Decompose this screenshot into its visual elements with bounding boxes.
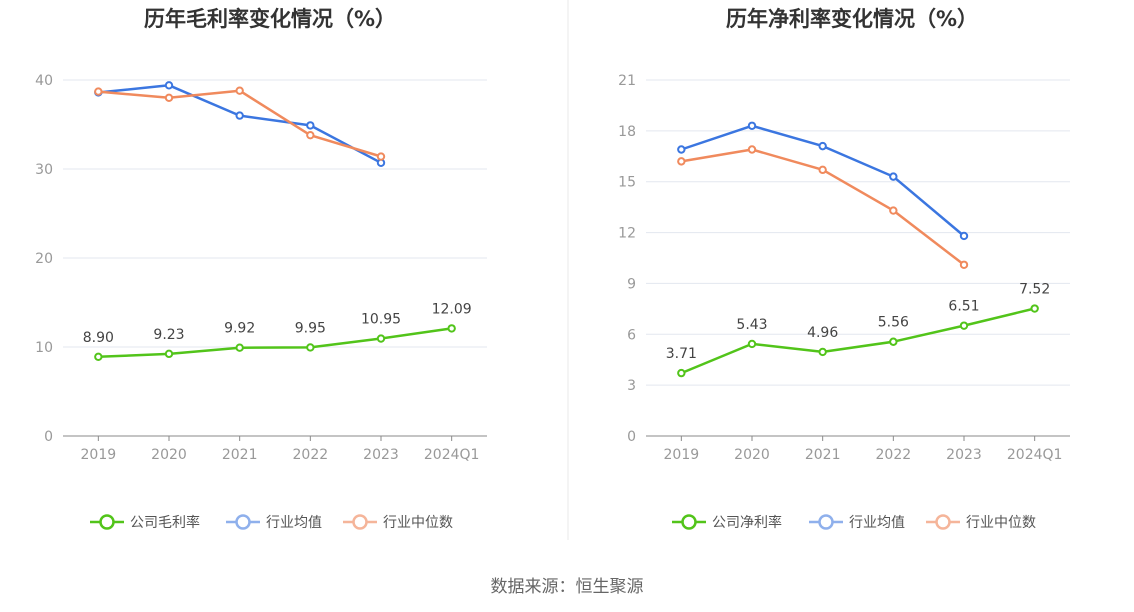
data-point-avg: [677, 145, 686, 154]
source-note: 数据来源：恒生聚源: [491, 577, 644, 597]
net-margin-chart: 历年净利率变化情况（%） 0 3 6 9 12 15 18 21 2019 2020 2021 2022…: [618, 7, 1070, 531]
y-tick-label: 9: [627, 276, 636, 292]
data-point-company: [889, 337, 898, 346]
y-tick-label: 20: [35, 251, 53, 267]
legend-label: 公司毛利率: [130, 514, 200, 531]
x-tick-label: 2023: [363, 447, 399, 463]
y-tick-label: 21: [618, 73, 636, 89]
data-point-avg: [889, 172, 898, 181]
chart-title: 历年净利率变化情况（%）: [726, 7, 978, 31]
y-tick-label: 6: [627, 327, 636, 343]
x-tick-label: 2024Q1: [424, 447, 480, 463]
data-point-median: [235, 86, 244, 95]
data-label: 12.09: [432, 301, 472, 317]
legend-marker: [818, 514, 834, 530]
chart-title: 历年毛利率变化情况（%）: [144, 7, 396, 31]
legend-item-company: 公司净利率: [672, 514, 782, 531]
data-point-company: [94, 352, 103, 361]
y-tick-label: 0: [627, 429, 636, 445]
data-point-median: [376, 152, 386, 161]
data-label: 7.52: [1019, 282, 1050, 298]
legend-item-avg: 行业均值: [226, 514, 322, 531]
x-tick-label: 2019: [664, 447, 700, 463]
x-tick-label: 2019: [81, 447, 117, 463]
x-tick-label: 2022: [876, 447, 912, 463]
x-tick-label: 2024Q1: [1007, 447, 1063, 463]
legend-label: 行业均值: [849, 515, 905, 531]
legend-item-company: 公司毛利率: [90, 514, 200, 531]
data-point-avg: [235, 111, 244, 120]
x-tick-label: 2022: [293, 447, 329, 463]
data-point-company: [1030, 304, 1039, 313]
x-tick-label: 2021: [805, 447, 841, 463]
data-label: 8.90: [83, 330, 114, 346]
data-point-median: [677, 157, 686, 166]
data-point-avg: [959, 231, 969, 241]
data-label: 5.56: [878, 315, 909, 331]
data-point-company: [376, 334, 386, 343]
data-label: 9.95: [295, 320, 326, 336]
data-label: 9.23: [153, 327, 184, 343]
series-line-avg: [98, 84, 382, 164]
y-tick-label: 40: [35, 73, 53, 89]
data-point-median: [889, 206, 898, 215]
legend-label: 行业中位数: [966, 515, 1036, 531]
y-tick-label: 30: [35, 162, 53, 178]
x-tick-label: 2020: [151, 447, 187, 463]
y-tick-label: 0: [44, 429, 53, 445]
data-point-avg: [818, 141, 827, 151]
y-tick-label: 18: [618, 124, 636, 140]
series-line-company: [680, 307, 1035, 375]
legend-marker: [99, 514, 115, 530]
data-label: 4.96: [807, 325, 838, 341]
legend-marker: [352, 514, 368, 530]
data-point-median: [306, 130, 315, 140]
x-tick-label: 2023: [946, 447, 982, 463]
data-point-median: [818, 165, 827, 175]
data-label: 6.51: [948, 299, 979, 315]
legend-marker: [235, 514, 251, 530]
data-point-median: [164, 93, 174, 103]
data-point-median: [959, 260, 969, 269]
data-point-company: [747, 339, 757, 349]
legend-label: 行业均值: [266, 515, 322, 531]
y-tick-label: 12: [618, 226, 636, 242]
data-point-company: [164, 349, 174, 359]
data-label: 10.95: [361, 312, 401, 328]
legend-label: 行业中位数: [383, 515, 453, 531]
x-tick-label: 2020: [734, 447, 770, 463]
data-point-avg: [164, 81, 174, 90]
legend-item-median: 行业中位数: [926, 514, 1036, 531]
y-tick-label: 15: [618, 175, 636, 191]
data-point-avg: [747, 121, 757, 130]
data-point-median: [94, 87, 103, 96]
data-label: 3.71: [666, 346, 697, 362]
legend-label: 公司净利率: [712, 514, 782, 531]
x-tick-label: 2021: [222, 447, 258, 463]
data-point-company: [959, 321, 969, 330]
data-point-company: [818, 347, 827, 357]
gross-margin-chart: 历年毛利率变化情况（%） 0 10 20 30 40 2019 2020 2021 2022 202…: [35, 7, 487, 531]
legend-item-avg: 行业均值: [809, 514, 905, 531]
legend-marker: [681, 514, 697, 530]
data-point-company: [306, 343, 315, 352]
data-point-company: [447, 324, 456, 333]
data-label: 5.43: [736, 317, 767, 333]
y-tick-label: 10: [35, 340, 53, 356]
data-point-median: [747, 145, 757, 154]
series-line-company: [98, 327, 452, 359]
y-tick-label: 3: [627, 378, 636, 394]
data-label: 9.92: [224, 321, 255, 337]
series-line-median: [98, 89, 382, 158]
data-point-company: [677, 368, 686, 378]
data-point-company: [235, 343, 244, 352]
legend-marker: [935, 514, 951, 530]
legend-item-median: 行业中位数: [343, 514, 453, 531]
data-point-avg: [306, 121, 315, 130]
